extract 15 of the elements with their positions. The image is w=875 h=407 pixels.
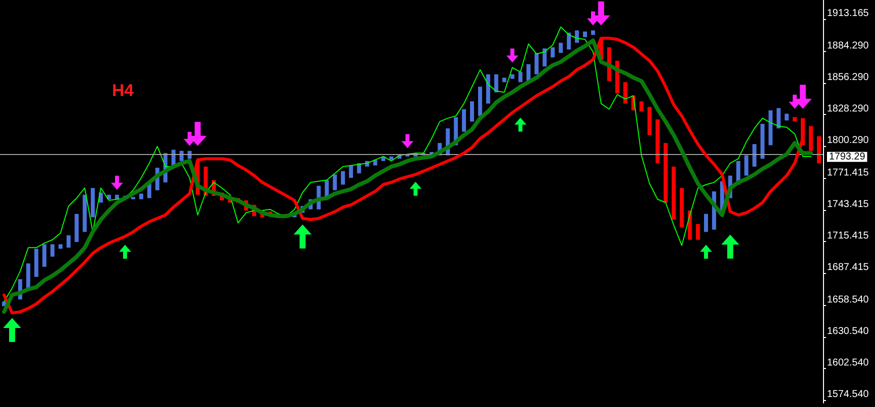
ref-line-label: 1793.29 <box>829 151 866 162</box>
y-tick-label: 1828.290 <box>827 103 870 114</box>
y-tick-label: 1687.415 <box>827 262 870 274</box>
y-tick-label: 1574.540 <box>827 389 870 400</box>
y-tick-label: 1913.165 <box>827 8 870 19</box>
y-tick-label: 1771.415 <box>827 168 870 179</box>
y-tick-label: 1715.415 <box>827 230 870 242</box>
y-tick-label: 1602.540 <box>827 358 870 369</box>
y-tick-label: 1884.290 <box>827 40 870 52</box>
y-tick-label: 1658.540 <box>827 294 870 306</box>
annotation: H4 <box>112 81 134 100</box>
y-tick-label: 1856.290 <box>827 72 870 83</box>
y-tick-label: 1800.290 <box>827 135 870 146</box>
y-tick-label: 1630.540 <box>827 326 870 338</box>
y-tick-label: 1743.415 <box>827 199 870 210</box>
